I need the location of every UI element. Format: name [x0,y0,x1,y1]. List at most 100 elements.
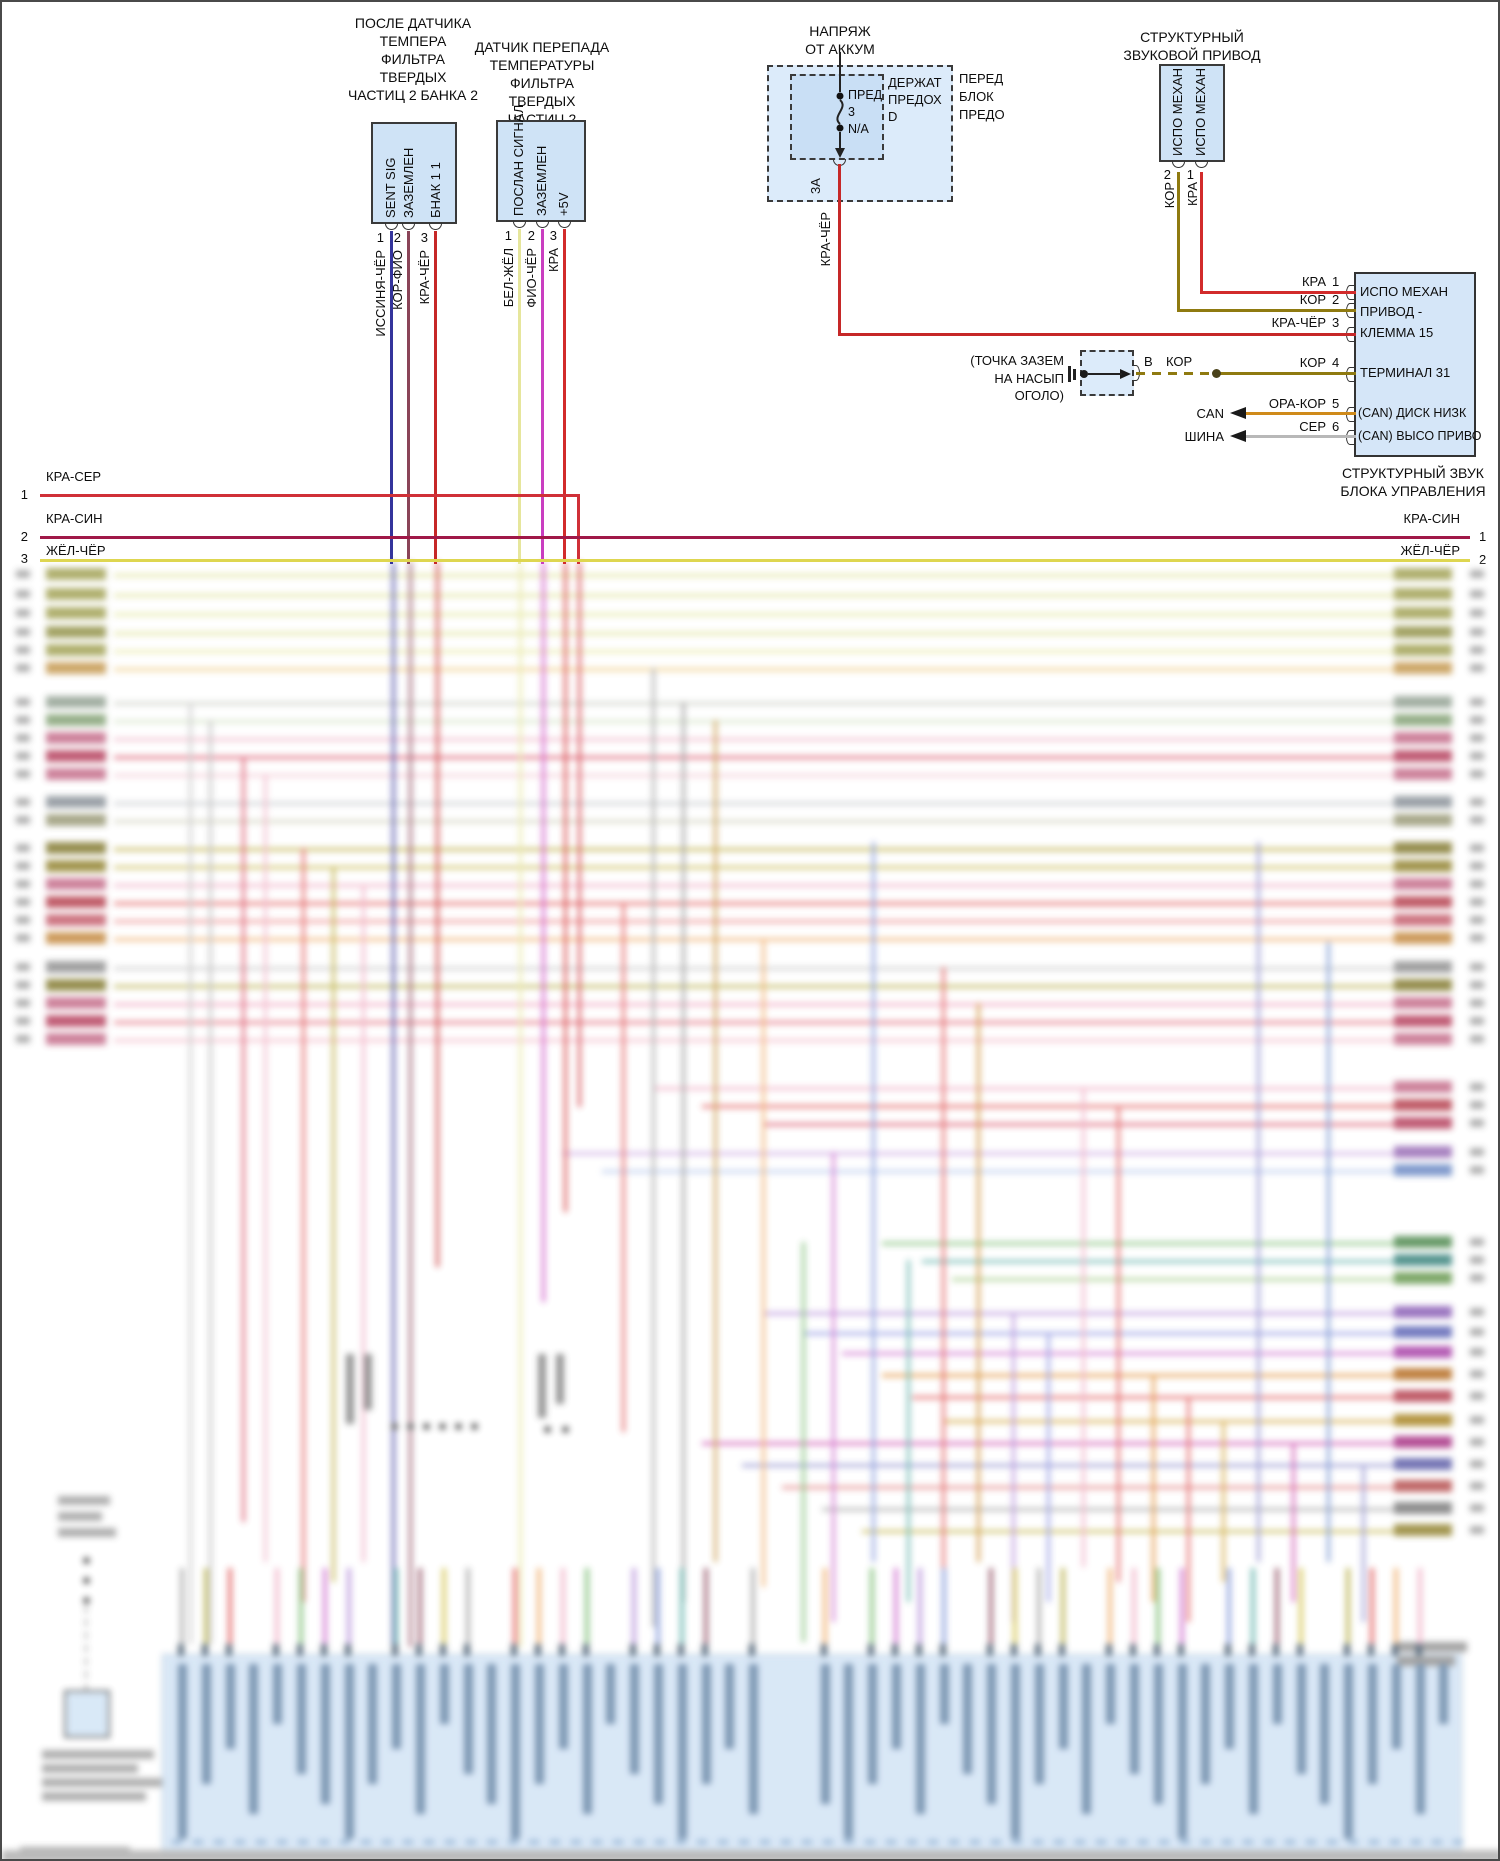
blurred-pin-number [16,570,30,578]
blurred-tick [1138,1840,1148,1844]
blurred-tick [1327,1840,1337,1844]
blurred-connector-text [273,1664,283,1724]
pin-number: 1 [1186,167,1194,182]
module-fn-4: ТЕРМИНАЛ 31 [1360,365,1451,380]
blurred-connector-text [987,1664,997,1804]
blurred-label-chip [1394,1099,1452,1111]
blurred-connector-text [1153,1664,1163,1804]
title-line: ЗВУКОВОЙ ПРИВОД [1123,47,1261,63]
wire-segment [1292,1442,1295,1602]
blurred-pin-number [1470,1101,1484,1109]
wire-segment [702,1105,1394,1108]
wire-label: КОР-ФИО [390,250,405,310]
blurred-tick [508,1840,518,1844]
blurred-connector-text [725,1664,735,1749]
blurred-wire-stub [584,1568,589,1656]
right-wire-label: ЖЁЛ-ЧЁР [1400,543,1460,558]
blurred-label-chip [1394,1368,1452,1380]
blurred-wire-stub [299,1568,303,1656]
wire-segment [1327,942,1330,1562]
module-pin-number: 6 [1332,419,1340,434]
blurred-terminal [392,1644,399,1656]
blurred-label-chip [46,714,106,726]
wire-segment [114,650,1394,653]
wire-segment [882,1242,1394,1245]
blurred-tick [1201,1840,1211,1844]
blurred-connector-text [416,1664,425,1814]
blurred-connector-text [439,1664,449,1724]
blurred-wire-stub [418,1568,422,1656]
wire-segment [1117,1105,1120,1582]
pin-number: 3 [549,228,557,243]
fuse-symbol [835,62,845,158]
blurred-terminal [273,1644,280,1656]
blurred-tick [949,1840,959,1844]
connector-b-pin2-name: ЗАЗЕМЛЕН [534,145,549,216]
wire-segment [832,1152,835,1622]
blurred-label-chip [46,732,106,744]
blurred-pin-number [1470,1392,1484,1400]
blurred-label-chip [46,979,106,991]
blurred-tick [613,1840,623,1844]
wire-segment [1136,372,1218,375]
wire-segment [114,632,1394,635]
wire-label: КРА [1185,182,1200,207]
blurred-connector-text [1225,1664,1235,1749]
junction-dot [422,1422,430,1430]
wire-segment [114,574,1394,577]
blurred-label-chip [1394,1272,1452,1284]
blurred-label-chip [1394,796,1452,808]
wire-segment [40,494,579,497]
blurred-detail [58,1496,110,1505]
blurred-tick [1180,1840,1190,1844]
blurred-connector-text [368,1664,378,1784]
module-wire-label: КРА-ЧЁР [1271,315,1326,330]
wire-segment [114,720,1394,723]
blurred-pin-number [1470,1017,1484,1025]
blurred-pin-number [1470,1460,1484,1468]
wire-segment [1082,1087,1085,1567]
blurred-tick [781,1840,791,1844]
module-wire-label: ОРА-КОР [1268,396,1326,411]
blurred-pin-number [16,628,30,636]
pin-number: 3 [420,230,428,245]
label-line: ДЕРЖАТ [888,75,942,90]
blurred-pin-number [1470,590,1484,598]
title-line: ТЕМПЕРА [379,33,447,49]
wire-segment [622,902,625,1432]
blurred-connector-text [1344,1664,1354,1839]
module-wire-label: КОР [1299,355,1326,370]
module-wire-label: КРА [1301,274,1326,289]
blurred-wire-stub [513,1568,518,1656]
connector-b-pin1-name: ПОСЛАН СИГНАЛ [511,104,526,216]
wire-segment [652,1087,1394,1090]
wire-segment [838,333,1356,336]
module-wire-label: КОР [1299,292,1326,307]
title-line: ЧАСТИЦ 2 БАНКА 2 [347,87,479,103]
label-line: ПЕРЕД [959,71,1004,86]
wire-segment [114,1021,1394,1024]
wire-segment [409,562,412,1647]
blurred-terminal [201,1644,208,1656]
blurred-tick [382,1840,392,1844]
wire-segment [209,720,212,1644]
module-pin-number: 4 [1332,355,1340,370]
can-low-arrow-icon [1230,407,1246,419]
blurred-tick [298,1840,308,1844]
blurred-tick [1348,1840,1358,1844]
blurred-connector-text [558,1664,568,1749]
wire-segment [602,1170,1394,1173]
blurred-tick [1222,1840,1232,1844]
wire-segment [1218,372,1356,375]
blurred-pin-number [1470,844,1484,852]
blurred-terminal [677,1644,684,1656]
title-line: ТВЕРДЫХ [508,93,576,109]
wire-segment [114,702,1394,705]
blurred-label-chip [1394,1414,1452,1426]
wire-segment [114,756,1394,759]
title-line: ОТ АККУМ [805,41,875,57]
wire-segment [114,967,1394,970]
wire-segment [762,938,765,1587]
blurred-wire-stub [1227,1568,1232,1656]
